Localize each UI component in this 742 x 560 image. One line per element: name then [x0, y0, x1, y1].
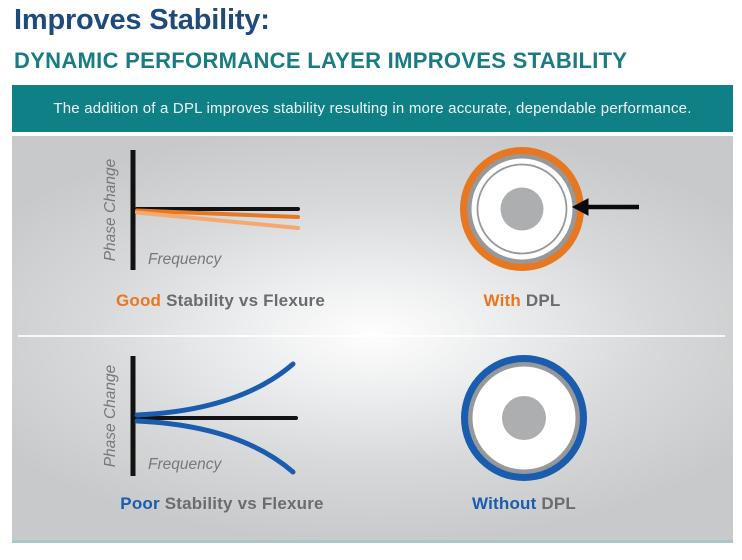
content-panel: Frequency Phase Change Good Stability vs… [12, 136, 733, 543]
banner: The addition of a DPL improves stability… [12, 85, 733, 132]
banner-text: The addition of a DPL improves stability… [53, 100, 692, 117]
poor-stability-caption: Poor Stability vs Flexure [88, 494, 356, 514]
caption-rest: Stability vs Flexure [161, 291, 326, 310]
y-axis-label: Phase Change [102, 158, 119, 261]
poor-stability-chart: Frequency Phase Change [102, 356, 298, 476]
caption-highlight: Without [471, 494, 537, 513]
center-conductor [502, 396, 546, 440]
pointer-arrow-icon [571, 198, 639, 216]
flexure-curve-down [134, 418, 296, 475]
without-dpl-caption: Without DPL [445, 494, 603, 514]
with-dpl-caption: With DPL [445, 291, 599, 311]
good-stability-caption: Good Stability vs Flexure [88, 291, 353, 311]
without-dpl-diagram [461, 355, 587, 481]
caption-rest: DPL [520, 291, 561, 310]
flexure-trace-orange [135, 208, 300, 219]
good-stability-chart: Frequency Phase Change [102, 150, 300, 270]
caption-highlight: With [483, 291, 521, 310]
caption-rest: DPL [536, 494, 577, 513]
center-conductor [500, 187, 544, 231]
x-axis-label: Frequency [148, 456, 222, 473]
flexure-curve-up [134, 361, 296, 418]
page-title: Improves Stability: [14, 4, 270, 36]
flexure-trace-light-orange [135, 210, 300, 230]
with-dpl-diagram [460, 147, 639, 271]
caption-highlight: Poor [120, 494, 160, 513]
row-divider [18, 335, 725, 337]
y-axis-label: Phase Change [102, 364, 119, 467]
section-heading: DYNAMIC PERFORMANCE LAYER IMPROVES STABI… [14, 48, 628, 73]
x-axis-label: Frequency [148, 251, 222, 268]
caption-highlight: Good [115, 291, 162, 310]
caption-rest: Stability vs Flexure [159, 494, 324, 513]
